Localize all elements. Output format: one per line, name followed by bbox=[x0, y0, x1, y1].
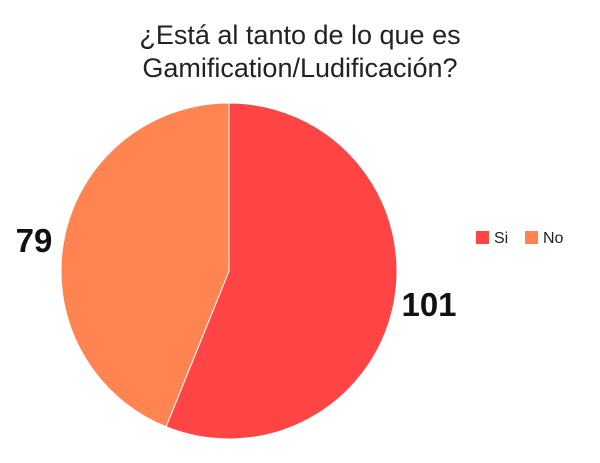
chart-title-line-2: Gamification/Ludificación? bbox=[142, 53, 457, 83]
pie-slice-si bbox=[165, 102, 398, 440]
legend-label-si: Si bbox=[494, 230, 508, 247]
chart-title: ¿Está al tanto de lo que es Gamification… bbox=[139, 20, 460, 83]
chart-legend: Si No bbox=[476, 230, 564, 247]
legend-item-no: No bbox=[525, 230, 564, 247]
data-label-no: 79 bbox=[16, 222, 53, 259]
legend-swatch-no bbox=[525, 231, 538, 244]
pie-slice-no bbox=[60, 102, 230, 428]
data-label-si: 101 bbox=[401, 286, 456, 323]
pie-slices bbox=[60, 102, 398, 440]
chart-title-line-1: ¿Está al tanto de lo que es bbox=[139, 20, 460, 50]
pie-data-labels: 101 79 bbox=[16, 222, 457, 323]
legend-item-si: Si bbox=[476, 230, 508, 247]
legend-swatch-si bbox=[476, 231, 489, 244]
legend-label-no: No bbox=[543, 230, 564, 247]
